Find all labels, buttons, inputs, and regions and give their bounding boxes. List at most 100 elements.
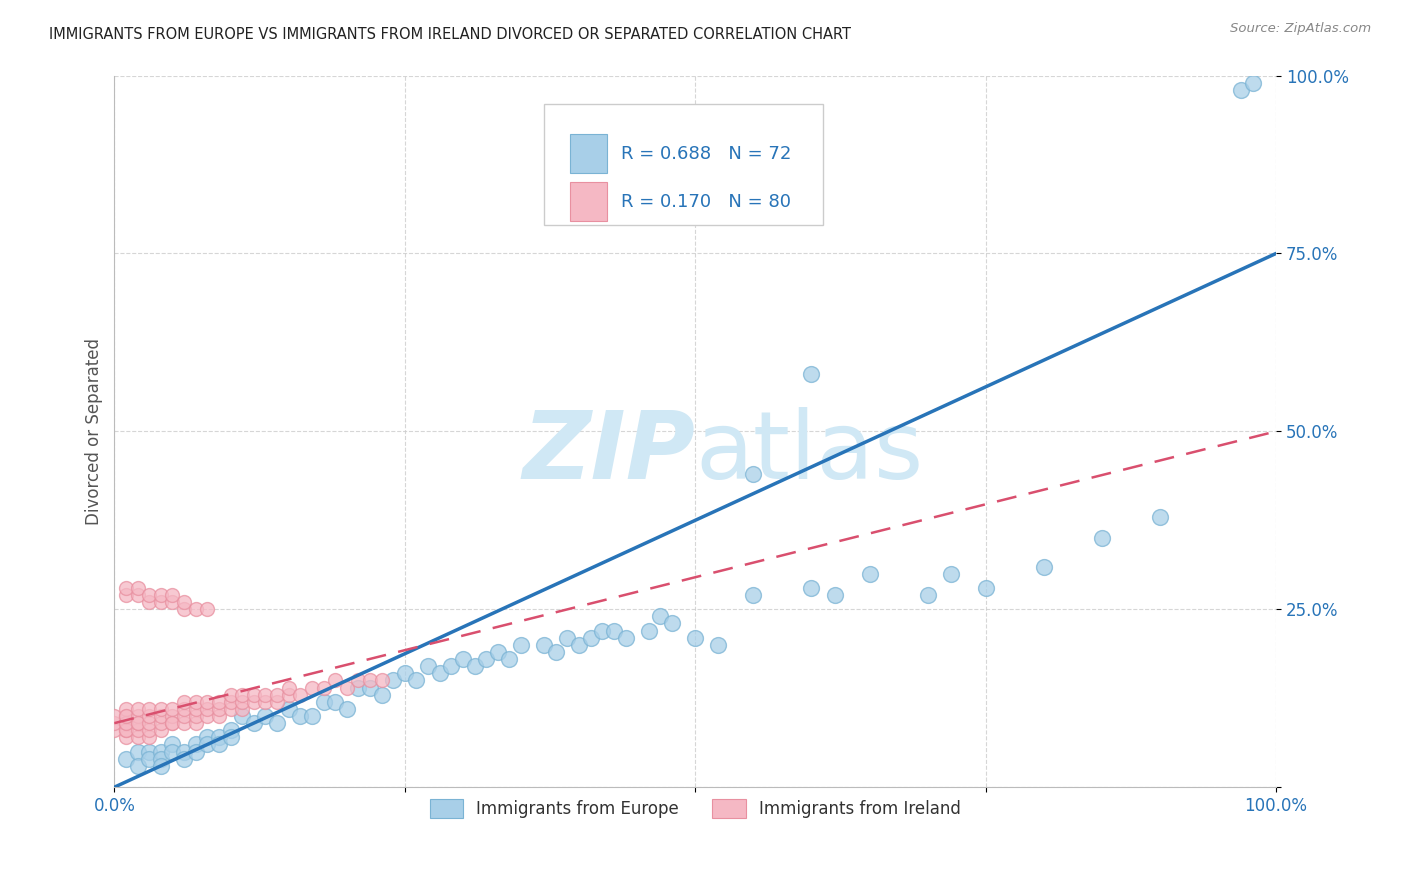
Point: [195, 731, 218, 745]
Point: [219, 695, 242, 709]
Point: [243, 716, 266, 731]
Point: [127, 731, 149, 745]
Point: [115, 709, 138, 723]
Point: [290, 709, 312, 723]
Point: [475, 652, 498, 666]
Point: [115, 716, 138, 731]
Point: [127, 723, 149, 738]
Point: [195, 702, 218, 716]
Point: [742, 467, 765, 481]
Point: [557, 631, 579, 645]
Point: [115, 731, 138, 745]
Point: [184, 745, 207, 759]
Point: [149, 752, 172, 766]
Point: [173, 695, 195, 709]
Point: [416, 659, 439, 673]
Point: [405, 673, 427, 688]
Point: [544, 645, 567, 659]
Point: [162, 588, 184, 602]
Point: [162, 738, 184, 752]
Point: [173, 595, 195, 609]
Text: Source: ZipAtlas.com: Source: ZipAtlas.com: [1230, 22, 1371, 36]
Point: [1241, 76, 1264, 90]
Point: [115, 709, 138, 723]
Point: [382, 673, 405, 688]
Point: [579, 631, 602, 645]
Point: [149, 745, 172, 759]
Point: [394, 666, 416, 681]
Point: [231, 688, 253, 702]
Point: [138, 709, 160, 723]
Point: [510, 638, 533, 652]
Point: [208, 695, 231, 709]
Point: [301, 709, 323, 723]
Point: [138, 716, 160, 731]
Point: [195, 695, 218, 709]
Point: [184, 695, 207, 709]
Point: [115, 702, 138, 716]
Point: [451, 652, 474, 666]
Point: [127, 759, 149, 773]
Point: [208, 702, 231, 716]
Point: [184, 716, 207, 731]
Point: [347, 673, 370, 688]
Point: [173, 709, 195, 723]
Bar: [569, 134, 607, 173]
Point: [533, 638, 555, 652]
Y-axis label: Divorced or Separated: Divorced or Separated: [86, 338, 103, 524]
Bar: [569, 182, 607, 221]
Point: [974, 581, 997, 595]
Point: [162, 702, 184, 716]
Point: [661, 616, 683, 631]
FancyBboxPatch shape: [544, 104, 823, 225]
Point: [219, 702, 242, 716]
Point: [1230, 83, 1253, 97]
Point: [683, 631, 706, 645]
Point: [254, 688, 277, 702]
Point: [219, 723, 242, 738]
Text: R = 0.170   N = 80: R = 0.170 N = 80: [621, 193, 792, 211]
Point: [312, 695, 335, 709]
Point: [568, 638, 591, 652]
Point: [162, 595, 184, 609]
Point: [138, 731, 160, 745]
Point: [115, 581, 138, 595]
Point: [231, 702, 253, 716]
Point: [149, 759, 172, 773]
Point: [138, 595, 160, 609]
Text: ZIP: ZIP: [523, 407, 695, 499]
Point: [208, 738, 231, 752]
Point: [127, 588, 149, 602]
Point: [115, 752, 138, 766]
Legend: Immigrants from Europe, Immigrants from Ireland: Immigrants from Europe, Immigrants from …: [423, 792, 967, 825]
Point: [162, 745, 184, 759]
Point: [103, 709, 125, 723]
Point: [195, 738, 218, 752]
Point: [277, 681, 299, 695]
Point: [115, 723, 138, 738]
Point: [614, 631, 637, 645]
Point: [103, 723, 125, 738]
Point: [195, 709, 218, 723]
Point: [173, 745, 195, 759]
Point: [173, 702, 195, 716]
Point: [301, 681, 323, 695]
Point: [800, 368, 823, 382]
Point: [138, 745, 160, 759]
Point: [323, 695, 346, 709]
Point: [707, 638, 730, 652]
Point: [149, 702, 172, 716]
Point: [115, 716, 138, 731]
Point: [219, 731, 242, 745]
Point: [277, 702, 299, 716]
Text: R = 0.688   N = 72: R = 0.688 N = 72: [621, 145, 792, 163]
Point: [290, 688, 312, 702]
Point: [149, 709, 172, 723]
Point: [149, 595, 172, 609]
Text: atlas: atlas: [695, 407, 924, 499]
Point: [231, 709, 253, 723]
Point: [162, 716, 184, 731]
Point: [254, 695, 277, 709]
Point: [138, 752, 160, 766]
Point: [603, 624, 626, 638]
